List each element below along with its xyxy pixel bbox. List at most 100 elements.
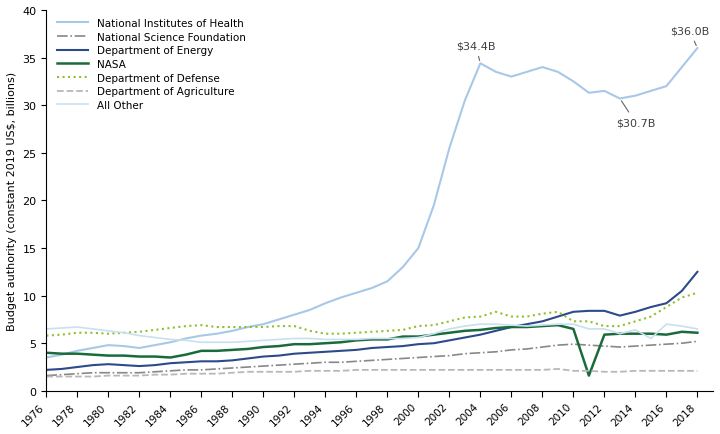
All Other <box>321 337 330 342</box>
National Science Foundation <box>197 368 206 373</box>
Department of Defense <box>104 331 112 336</box>
Department of Agriculture <box>197 371 206 376</box>
National Institutes of Health <box>336 295 345 300</box>
National Institutes of Health <box>600 89 608 94</box>
All Other <box>445 326 454 332</box>
National Institutes of Health <box>523 70 531 75</box>
Department of Energy <box>616 313 624 319</box>
All Other <box>259 338 268 343</box>
Department of Agriculture <box>58 374 66 379</box>
Department of Agriculture <box>430 368 438 373</box>
National Science Foundation <box>58 372 66 378</box>
Department of Energy <box>243 356 252 361</box>
Department of Energy <box>585 309 593 314</box>
National Science Foundation <box>399 356 408 361</box>
NASA <box>492 326 500 331</box>
National Institutes of Health <box>42 355 50 360</box>
Department of Energy <box>600 309 608 314</box>
All Other <box>554 322 562 327</box>
Text: $30.7B: $30.7B <box>616 102 655 128</box>
NASA <box>693 330 702 335</box>
Department of Energy <box>383 345 392 350</box>
Line: NASA: NASA <box>46 326 698 376</box>
National Institutes of Health <box>89 345 97 351</box>
National Science Foundation <box>274 363 283 368</box>
Department of Defense <box>492 309 500 315</box>
NASA <box>212 349 221 354</box>
National Institutes of Health <box>104 343 112 348</box>
National Science Foundation <box>678 341 686 346</box>
National Science Foundation <box>352 359 361 364</box>
Department of Energy <box>476 332 485 338</box>
All Other <box>538 323 546 328</box>
Line: Department of Agriculture: Department of Agriculture <box>46 369 698 377</box>
National Science Foundation <box>662 342 671 347</box>
National Institutes of Health <box>399 265 408 270</box>
NASA <box>430 332 438 338</box>
NASA <box>569 326 577 332</box>
Department of Energy <box>89 363 97 368</box>
National Science Foundation <box>523 346 531 352</box>
All Other <box>58 326 66 331</box>
NASA <box>259 345 268 350</box>
NASA <box>383 337 392 342</box>
Department of Defense <box>336 331 345 336</box>
National Institutes of Health <box>585 91 593 96</box>
Department of Defense <box>352 330 361 335</box>
NASA <box>399 334 408 339</box>
All Other <box>647 336 655 341</box>
NASA <box>150 354 159 359</box>
National Science Foundation <box>228 365 237 371</box>
National Institutes of Health <box>321 301 330 306</box>
Department of Agriculture <box>290 369 299 375</box>
Department of Energy <box>569 309 577 315</box>
NASA <box>367 337 376 342</box>
Department of Energy <box>523 322 531 327</box>
All Other <box>104 329 112 334</box>
Department of Agriculture <box>89 374 97 379</box>
All Other <box>73 325 81 330</box>
National Science Foundation <box>507 348 516 353</box>
Department of Agriculture <box>399 368 408 373</box>
Department of Defense <box>631 319 639 324</box>
Department of Agriculture <box>181 371 190 376</box>
NASA <box>73 351 81 356</box>
Department of Agriculture <box>228 370 237 375</box>
National Science Foundation <box>445 353 454 358</box>
Department of Defense <box>616 324 624 329</box>
NASA <box>42 350 50 355</box>
All Other <box>383 336 392 341</box>
National Institutes of Health <box>445 146 454 151</box>
Department of Energy <box>73 365 81 370</box>
All Other <box>414 335 423 340</box>
National Science Foundation <box>430 354 438 359</box>
NASA <box>352 338 361 343</box>
NASA <box>662 332 671 338</box>
Department of Energy <box>228 358 237 363</box>
Department of Agriculture <box>600 369 608 375</box>
National Institutes of Health <box>259 322 268 327</box>
Line: Department of Energy: Department of Energy <box>46 272 698 370</box>
National Science Foundation <box>538 345 546 350</box>
National Science Foundation <box>181 368 190 373</box>
Department of Defense <box>445 319 454 324</box>
Department of Defense <box>259 325 268 330</box>
NASA <box>135 354 144 359</box>
NASA <box>243 346 252 352</box>
All Other <box>585 326 593 332</box>
Department of Agriculture <box>321 368 330 374</box>
NASA <box>305 342 314 347</box>
Department of Defense <box>58 332 66 338</box>
All Other <box>352 337 361 342</box>
Department of Energy <box>352 348 361 353</box>
Department of Energy <box>461 335 469 340</box>
Department of Defense <box>367 329 376 335</box>
Department of Agriculture <box>120 373 128 378</box>
All Other <box>616 331 624 336</box>
Department of Defense <box>383 329 392 334</box>
Department of Defense <box>569 319 577 324</box>
Department of Agriculture <box>585 368 593 374</box>
Department of Agriculture <box>336 368 345 374</box>
All Other <box>523 324 531 329</box>
National Institutes of Health <box>647 89 655 94</box>
